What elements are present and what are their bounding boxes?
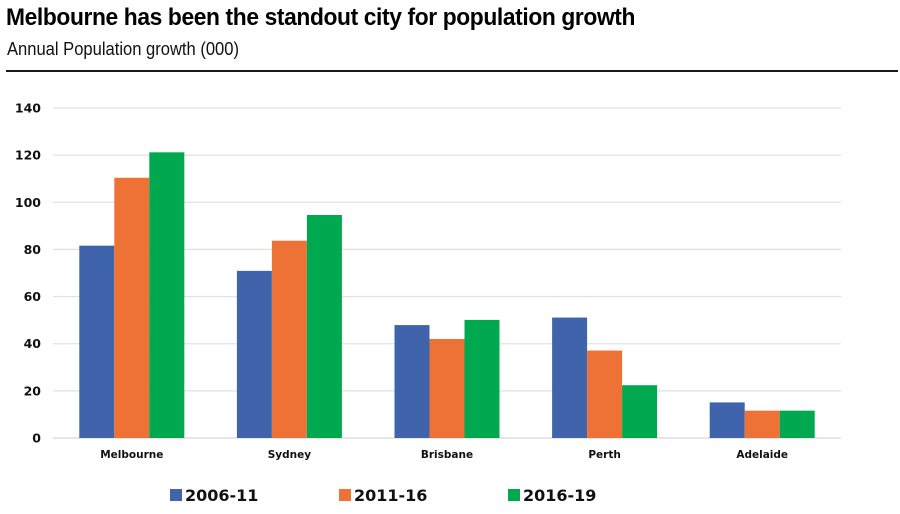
bars: [79, 152, 815, 439]
y-tick-label: 120: [15, 148, 41, 163]
bar-melbourne-2006-11: [79, 245, 115, 438]
y-tick-label: 40: [24, 336, 42, 351]
bar-perth-2006-11: [552, 317, 588, 438]
bar-perth-2016-19: [622, 385, 658, 438]
legend-swatch-2006-11: [170, 489, 182, 501]
legend-label: 2006-11: [185, 486, 258, 505]
x-axis-labels: Melbourne Sydney Brisbane Perth Adelaide: [100, 449, 788, 461]
bar-adelaide-2011-16: [744, 410, 780, 438]
y-axis-ticks: 0 20 40 60 80 100 120 140: [15, 101, 41, 446]
bar-melbourne-2016-19: [149, 152, 185, 439]
chart-subtitle: Annual Population growth (000): [7, 39, 239, 59]
bar-brisbane-2016-19: [464, 319, 500, 438]
legend: 2006-11 2011-16 2016-19: [170, 486, 596, 505]
y-tick-label: 140: [15, 101, 41, 116]
bar-melbourne-2011-16: [114, 177, 150, 438]
bar-sydney-2011-16: [271, 240, 307, 438]
bar-adelaide-2006-11: [709, 402, 745, 438]
legend-swatch-2016-19: [508, 489, 520, 501]
chart-title: Melbourne has been the standout city for…: [6, 4, 636, 31]
y-tick-label: 100: [15, 195, 41, 210]
x-tick-label: Melbourne: [100, 449, 163, 461]
x-tick-label: Sydney: [268, 449, 312, 461]
x-tick-label: Adelaide: [736, 449, 788, 461]
bar-adelaide-2016-19: [779, 410, 815, 438]
bar-brisbane-2006-11: [394, 325, 430, 438]
x-tick-label: Perth: [588, 449, 621, 461]
bar-sydney-2006-11: [236, 270, 272, 438]
header-divider: [6, 70, 898, 72]
y-tick-label: 60: [24, 289, 42, 304]
x-tick-label: Brisbane: [421, 449, 473, 461]
legend-swatch-2011-16: [339, 489, 351, 501]
legend-label: 2016-19: [523, 486, 596, 505]
bar-brisbane-2011-16: [429, 339, 465, 438]
legend-label: 2011-16: [354, 486, 427, 505]
bar-sydney-2016-19: [306, 215, 342, 438]
y-tick-label: 20: [24, 383, 42, 398]
y-tick-label: 80: [24, 242, 42, 257]
bar-perth-2011-16: [587, 350, 623, 438]
y-tick-label: 0: [32, 431, 41, 446]
